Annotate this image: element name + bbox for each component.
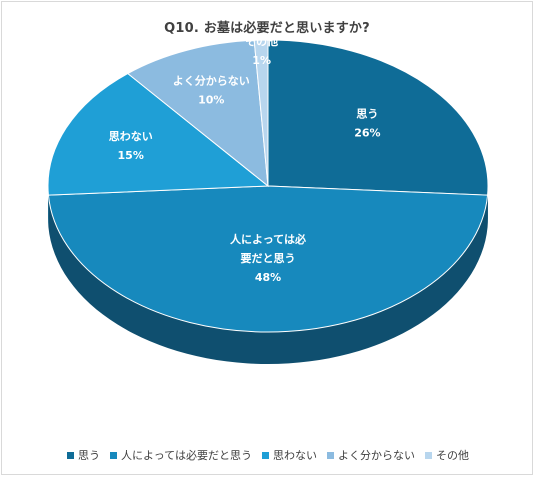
legend-label: 思わない xyxy=(272,449,317,462)
slice-label: 要だと思う xyxy=(241,252,296,265)
slice-label: その他 xyxy=(245,34,278,48)
legend-item: 人によっては必要だと思う xyxy=(110,447,252,463)
pie-labels: 思う 26% 人によっては必要だと思う 48% 思わない 15% よく分からない 10% その他… xyxy=(109,34,381,284)
slice-value-label: 10% xyxy=(198,93,224,106)
pie-slice xyxy=(47,72,270,196)
slice-value-label: 15% xyxy=(118,149,144,162)
slice-label: 思わない xyxy=(109,130,153,143)
pie-slice xyxy=(47,185,489,333)
legend-label: よく分からない xyxy=(337,449,415,462)
legend-label: 人によっては必要だと思う xyxy=(121,449,252,462)
slice-label: 思う xyxy=(356,108,378,121)
legend-swatch xyxy=(424,451,432,459)
legend-item: その他 xyxy=(424,447,469,463)
legend-label: その他 xyxy=(435,449,469,462)
slice-label: 人によっては必 xyxy=(230,232,306,246)
legend-swatch xyxy=(326,451,334,459)
pie-slice xyxy=(126,39,269,188)
pie-slice xyxy=(267,39,489,196)
legend-item: 思わない xyxy=(261,447,317,463)
pie-top xyxy=(47,39,489,333)
slice-label: よく分からない xyxy=(173,73,250,87)
slice-value-label: 26% xyxy=(354,127,380,140)
chart-title: Q10. お墓は必要だと思いますか? xyxy=(164,21,370,36)
legend-item: 思う xyxy=(67,447,100,463)
pie-slice-side xyxy=(48,195,488,364)
legend-label: 思う xyxy=(78,449,101,462)
legend-item: よく分からない xyxy=(326,447,415,463)
slice-value-label: 1% xyxy=(252,54,271,67)
legend: 思う 人によっては必要だと思う 思わない よく分からない その他 xyxy=(0,447,536,463)
legend-swatch xyxy=(261,451,269,459)
pie-slice xyxy=(253,39,269,187)
legend-swatch xyxy=(110,451,118,459)
legend-swatch xyxy=(67,451,75,459)
slice-value-label: 48% xyxy=(255,271,281,284)
